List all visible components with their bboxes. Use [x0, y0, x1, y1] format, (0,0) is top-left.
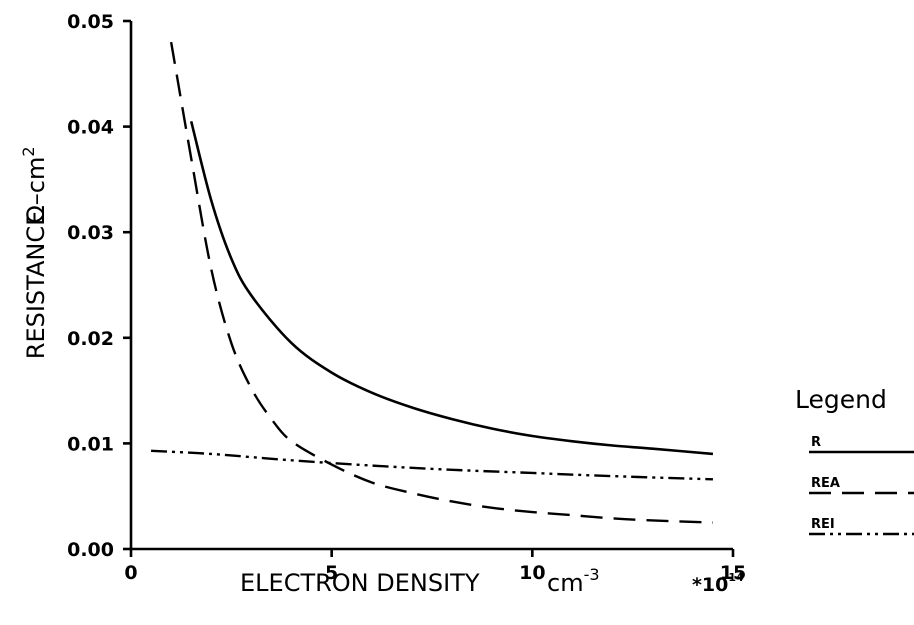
x-axis-scale-exponent: 14 — [728, 571, 744, 584]
y-axis-unit: Ω–cm2 — [19, 146, 50, 223]
y-ticks: 0.00 0.01 0.02 0.03 0.04 0.05 — [67, 11, 131, 561]
x-axis-scale: *1014 — [692, 571, 744, 596]
y-tick-label: 0.00 — [67, 539, 114, 561]
x-tick-label: 15 — [720, 562, 746, 584]
series-layer — [151, 41, 714, 524]
series-line-r — [189, 121, 714, 456]
series-line-rea — [169, 41, 713, 524]
legend: Legend R REA REI — [795, 385, 914, 536]
series-line-rei — [151, 449, 713, 481]
x-axis-title: ELECTRON DENSITY — [240, 569, 480, 597]
x-ticks: 0 5 10 15 — [124, 549, 746, 584]
x-axis-unit-exponent: -3 — [584, 565, 600, 584]
x-axis-unit: cm-3 — [547, 565, 600, 597]
y-tick-label: 0.02 — [67, 328, 114, 350]
y-tick-label: 0.05 — [67, 11, 114, 33]
y-axis-unit-exponent: 2 — [19, 146, 38, 156]
x-tick-label: 5 — [325, 562, 338, 584]
y-axis-title: RESISTANCE — [22, 211, 50, 359]
legend-title: Legend — [795, 385, 887, 414]
x-tick-label: 0 — [124, 562, 137, 584]
y-tick-label: 0.01 — [67, 433, 114, 455]
legend-label-rei: REI — [811, 517, 835, 532]
legend-label-r: R — [811, 435, 821, 450]
y-tick-label: 0.03 — [67, 222, 114, 244]
axes — [129, 21, 733, 551]
x-tick-label: 10 — [519, 562, 545, 584]
legend-label-rea: REA — [811, 476, 840, 491]
y-tick-label: 0.04 — [67, 117, 114, 139]
